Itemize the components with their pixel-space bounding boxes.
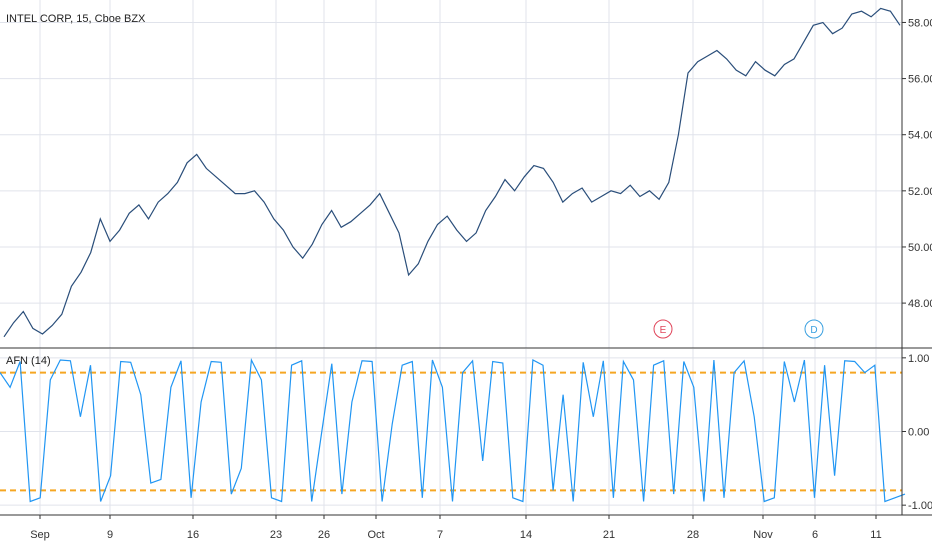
x-tick-label: Oct — [367, 529, 384, 541]
x-tick-label: 21 — [603, 529, 615, 541]
event-e-label: E — [660, 325, 667, 336]
event-markers[interactable]: E D — [653, 319, 824, 339]
price-y-axis[interactable]: 48.00 50.00 52.00 54.00 56.00 58.00 — [902, 17, 932, 310]
indicator-title: AFN (14) — [6, 355, 51, 367]
price-pane[interactable]: 48.00 50.00 52.00 54.00 56.00 58.00 INTEL COR… — [0, 0, 932, 348]
event-d-label: D — [810, 325, 817, 336]
price-y-tick-label: 52.00 — [908, 186, 932, 198]
indicator-series-line — [0, 357, 906, 503]
event-marker-d[interactable]: D — [804, 319, 824, 339]
x-tick-label: 28 — [687, 529, 699, 541]
indicator-y-tick-label: -1.00 — [908, 500, 932, 512]
price-y-tick-label: 54.00 — [908, 130, 932, 142]
indicator-y-tick-label: 0.00 — [908, 427, 929, 439]
indicator-pane[interactable]: 1.00 0.00 -1.00 AFN (14) — [0, 349, 932, 514]
indicator-y-tick-label: 1.00 — [908, 353, 929, 365]
event-marker-e[interactable]: E — [653, 319, 673, 339]
x-tick-label: 26 — [318, 529, 330, 541]
x-tick-label: 16 — [187, 529, 199, 541]
x-tick-label: Nov — [753, 529, 773, 541]
event-e-circle[interactable] — [653, 319, 673, 339]
indicator-y-axis[interactable]: 1.00 0.00 -1.00 — [902, 353, 932, 512]
price-y-tick-label: 50.00 — [908, 242, 932, 254]
price-series-line — [3, 7, 901, 338]
x-tick-label: 23 — [270, 529, 282, 541]
x-tick-label: Sep — [30, 529, 50, 541]
x-tick-label: 9 — [107, 529, 113, 541]
x-tick-label: 7 — [437, 529, 443, 541]
time-axis[interactable]: Sep 9 16 23 26 Oct 7 14 21 28 Nov 6 11 — [30, 515, 882, 541]
price-y-tick-label: 48.00 — [908, 298, 932, 310]
price-y-tick-label: 56.00 — [908, 74, 932, 86]
event-d-circle[interactable] — [804, 319, 824, 339]
x-tick-label: 6 — [812, 529, 818, 541]
x-tick-label: 11 — [870, 529, 881, 541]
price-y-tick-label: 58.00 — [908, 17, 932, 29]
price-title: INTEL CORP, 15, Cboe BZX — [6, 13, 146, 25]
x-tick-label: 14 — [520, 529, 532, 541]
